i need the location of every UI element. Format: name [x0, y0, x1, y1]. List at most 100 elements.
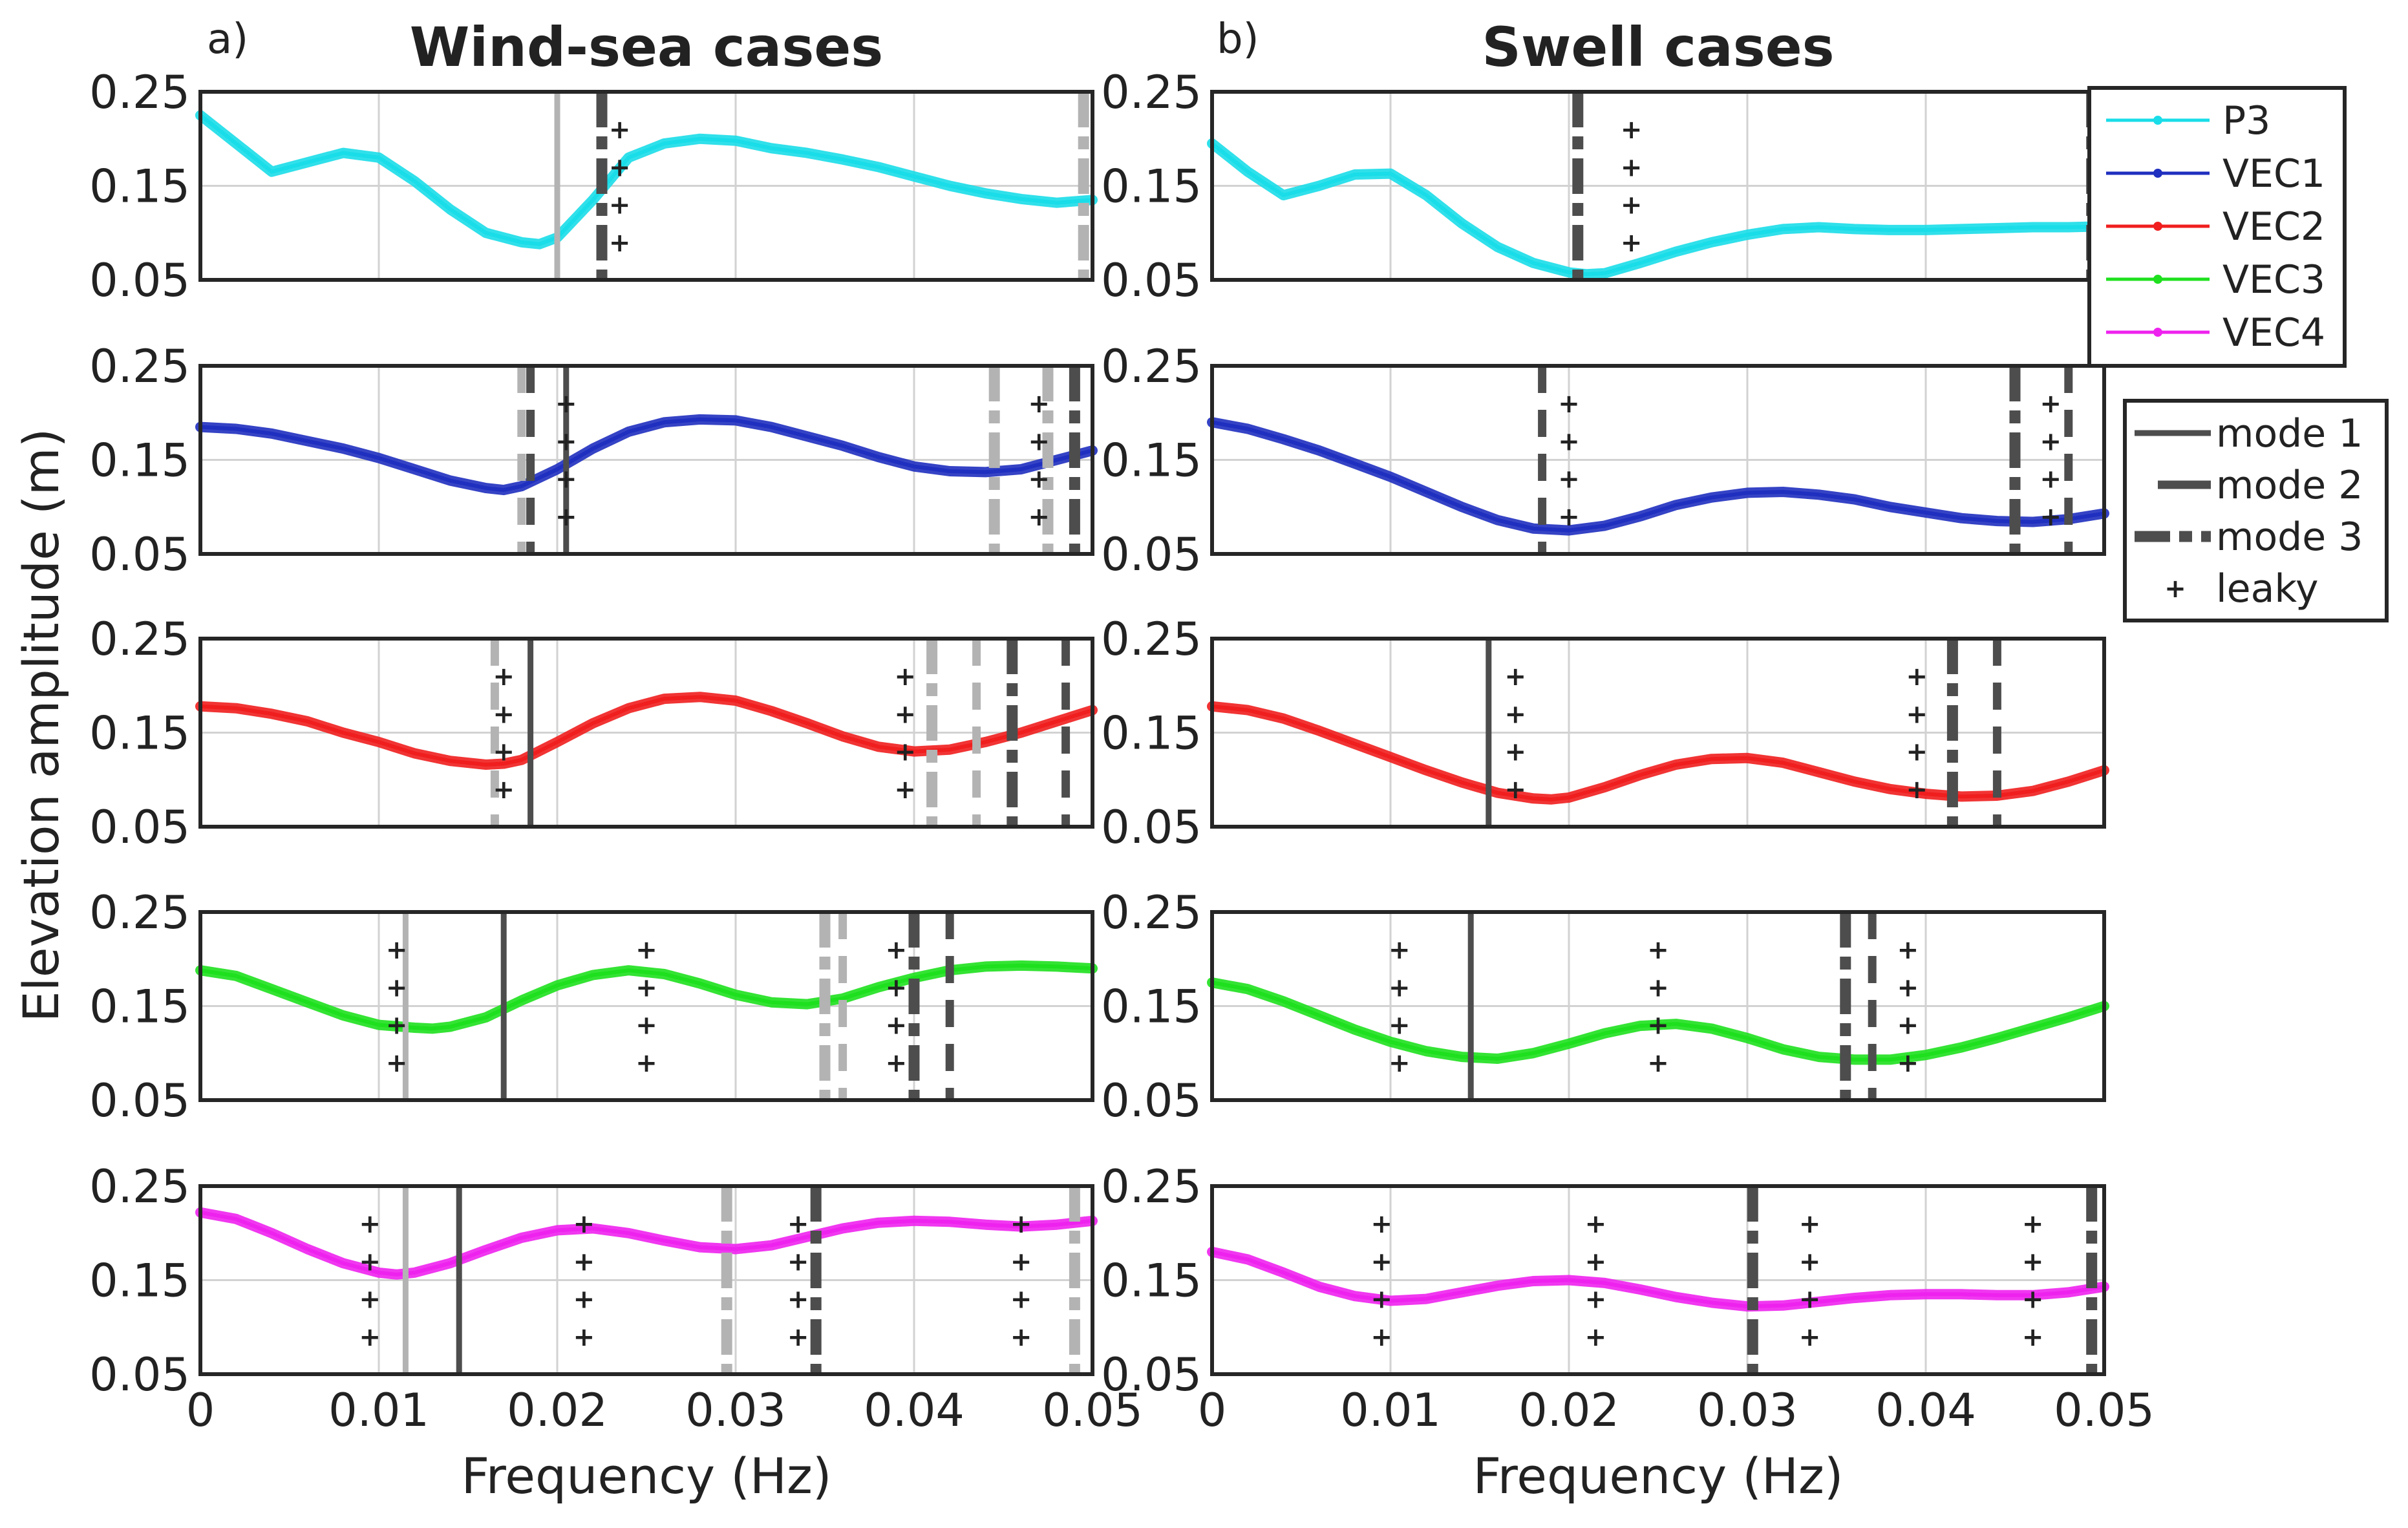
y-tick-label: 0.25	[89, 1160, 190, 1213]
y-tick-label: 0.05	[89, 1348, 190, 1401]
leaky-marker: +	[1389, 1048, 1411, 1078]
legend-label: P3	[2222, 98, 2270, 143]
leaky-marker: +	[635, 935, 657, 965]
legend-marker	[2153, 222, 2162, 231]
leaky-marker: +	[493, 662, 515, 692]
leaky-marker: +	[886, 1011, 908, 1041]
leaky-marker: +	[609, 191, 631, 220]
series-line-vec2-wind-sea	[200, 695, 1093, 767]
leaky-marker: +	[1010, 1209, 1032, 1239]
leaky-marker: +	[1585, 1247, 1607, 1277]
legend-label: VEC3	[2222, 257, 2325, 302]
leaky-marker: +	[787, 1209, 809, 1239]
y-tick-label: 0.15	[1101, 707, 1202, 760]
leaky-marker: +	[555, 465, 577, 494]
leaky-marker: +	[1647, 1048, 1669, 1078]
panel-vec1-swell: + + + + + + + +0.05 0.15 0.25	[1101, 340, 2109, 581]
axes-frame	[198, 910, 1094, 1102]
leaky-marker: +	[386, 973, 408, 1003]
leaky-marker: +	[1906, 699, 1928, 729]
legend-item-mode2: mode 2	[2158, 463, 2363, 508]
legend-label: VEC4	[2222, 310, 2325, 355]
leaky-marker: +	[1621, 153, 1643, 182]
leaky-marker: +	[2022, 1285, 2044, 1315]
legend-leaky-marker: +	[2164, 574, 2186, 604]
swell-title: Swell cases	[1482, 16, 1834, 79]
legend-marker	[2153, 169, 2162, 178]
legend-item-vec1: VEC1	[2106, 151, 2325, 196]
panel-vec2-wind-sea: + + + + + + + +0.05 0.15 0.25	[89, 613, 1098, 854]
leaky-marker: +	[609, 228, 631, 258]
axes-frame	[1210, 910, 2106, 1102]
leaky-marker: +	[1906, 662, 1928, 692]
wind-sea-title: Wind-sea cases	[410, 16, 884, 79]
panel-b-letter: b)	[1217, 16, 1259, 63]
y-tick-label: 0.15	[89, 1255, 190, 1308]
legend-item-mode3: mode 3	[2135, 515, 2363, 560]
y-tick-label: 0.25	[1101, 340, 1202, 393]
x-tick-label: 0	[1198, 1384, 1227, 1437]
leaky-marker: +	[386, 1048, 408, 1078]
x-tick-label: 0.03	[685, 1384, 786, 1437]
leaky-marker: +	[386, 935, 408, 965]
leaky-marker: +	[1389, 973, 1411, 1003]
panel-vec1-wind-sea: + + + + + + + +0.05 0.15 0.25	[89, 340, 1098, 581]
x-tick-label: 0	[186, 1384, 215, 1437]
panel-vec2-swell: + + + + + + + +0.05 0.15 0.25	[1101, 613, 2109, 854]
leaky-marker: +	[573, 1209, 595, 1239]
x-tick-label: 0.02	[507, 1384, 608, 1437]
panel-vec4-swell: + + + + + + + + + + + + + + + +0.05 0.15 0.25 0 0.01 0.02 0.0…	[1101, 1160, 2155, 1437]
leaky-marker: +	[1028, 465, 1050, 494]
series-legend: P3 VEC1 VEC2 VEC3 VEC4	[2087, 86, 2347, 368]
y-tick-label: 0.15	[89, 160, 190, 213]
legend-item-p3: P3	[2106, 98, 2270, 143]
y-tick-label: 0.15	[1101, 1255, 1202, 1308]
leaky-marker: +	[493, 775, 515, 805]
leaky-marker: +	[635, 1048, 657, 1078]
leaky-marker: +	[609, 153, 631, 182]
leaky-marker: +	[1621, 228, 1643, 258]
leaky-marker: +	[359, 1247, 381, 1277]
y-tick-label: 0.05	[1101, 1074, 1202, 1127]
leaky-marker: +	[1585, 1285, 1607, 1315]
x-tick-label: 0.05	[2054, 1384, 2155, 1437]
legend-item-mode1: mode 1	[2135, 411, 2363, 456]
leaky-marker: +	[1504, 699, 1526, 729]
leaky-marker: +	[894, 737, 916, 767]
legend-marker	[2153, 275, 2162, 284]
legend-marker	[2153, 328, 2162, 337]
leaky-marker: +	[635, 1011, 657, 1041]
leaky-marker: +	[1389, 1011, 1411, 1041]
y-tick-label: 0.05	[89, 528, 190, 581]
leaky-marker: +	[1558, 427, 1580, 456]
y-tick-label: 0.15	[89, 434, 190, 487]
leaky-marker: +	[894, 775, 916, 805]
leaky-marker: +	[1621, 191, 1643, 220]
leaky-marker: +	[886, 1048, 908, 1078]
leaky-marker: +	[1370, 1209, 1392, 1239]
leaky-marker: +	[1647, 1011, 1669, 1041]
leaky-marker: +	[1585, 1209, 1607, 1239]
x-axis-label-right: Frequency (Hz)	[1473, 1447, 1843, 1505]
leaky-marker: +	[1799, 1247, 1821, 1277]
leaky-marker: +	[894, 662, 916, 692]
y-tick-label: 0.25	[89, 66, 190, 119]
legend-mode-label: leaky	[2216, 566, 2318, 611]
y-tick-label: 0.25	[89, 886, 190, 939]
leaky-marker: +	[1621, 115, 1643, 145]
y-tick-label: 0.25	[89, 340, 190, 393]
axes-frame	[198, 90, 1094, 282]
x-tick-label: 0.01	[328, 1384, 429, 1437]
leaky-marker: +	[635, 973, 657, 1003]
series-line-vec3-wind-sea	[200, 963, 1093, 1031]
y-tick-label: 0.25	[1101, 886, 1202, 939]
y-tick-label: 0.05	[89, 1074, 190, 1127]
legend-mode-label: mode 3	[2216, 515, 2363, 560]
series-line-vec1-swell	[1211, 420, 2105, 533]
leaky-marker: +	[1010, 1285, 1032, 1315]
y-tick-label: 0.15	[89, 981, 190, 1034]
y-axis-label: Elevation amplitude (m)	[12, 429, 70, 1023]
y-tick-label: 0.05	[89, 254, 190, 307]
leaky-marker: +	[1370, 1322, 1392, 1352]
axes-frame	[198, 364, 1094, 556]
